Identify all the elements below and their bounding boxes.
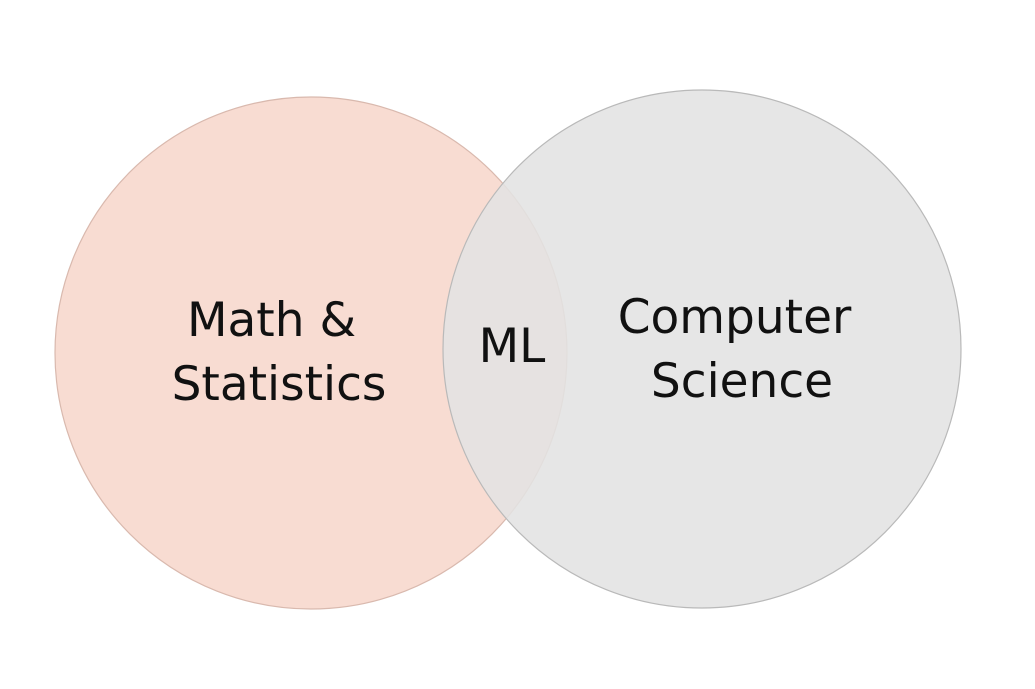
computer-science-circle (442, 89, 962, 609)
math-statistics-label-line-1: Math & (187, 293, 356, 348)
computer-science-label: Computer Science (618, 290, 867, 409)
ml-label: ML (479, 319, 546, 374)
computer-science-label-line-2: Science (651, 354, 833, 409)
math-statistics-label: Math & Statistics (172, 293, 387, 412)
computer-science-label-line-1: Computer (618, 290, 852, 345)
math-statistics-label-line-2: Statistics (172, 357, 387, 412)
